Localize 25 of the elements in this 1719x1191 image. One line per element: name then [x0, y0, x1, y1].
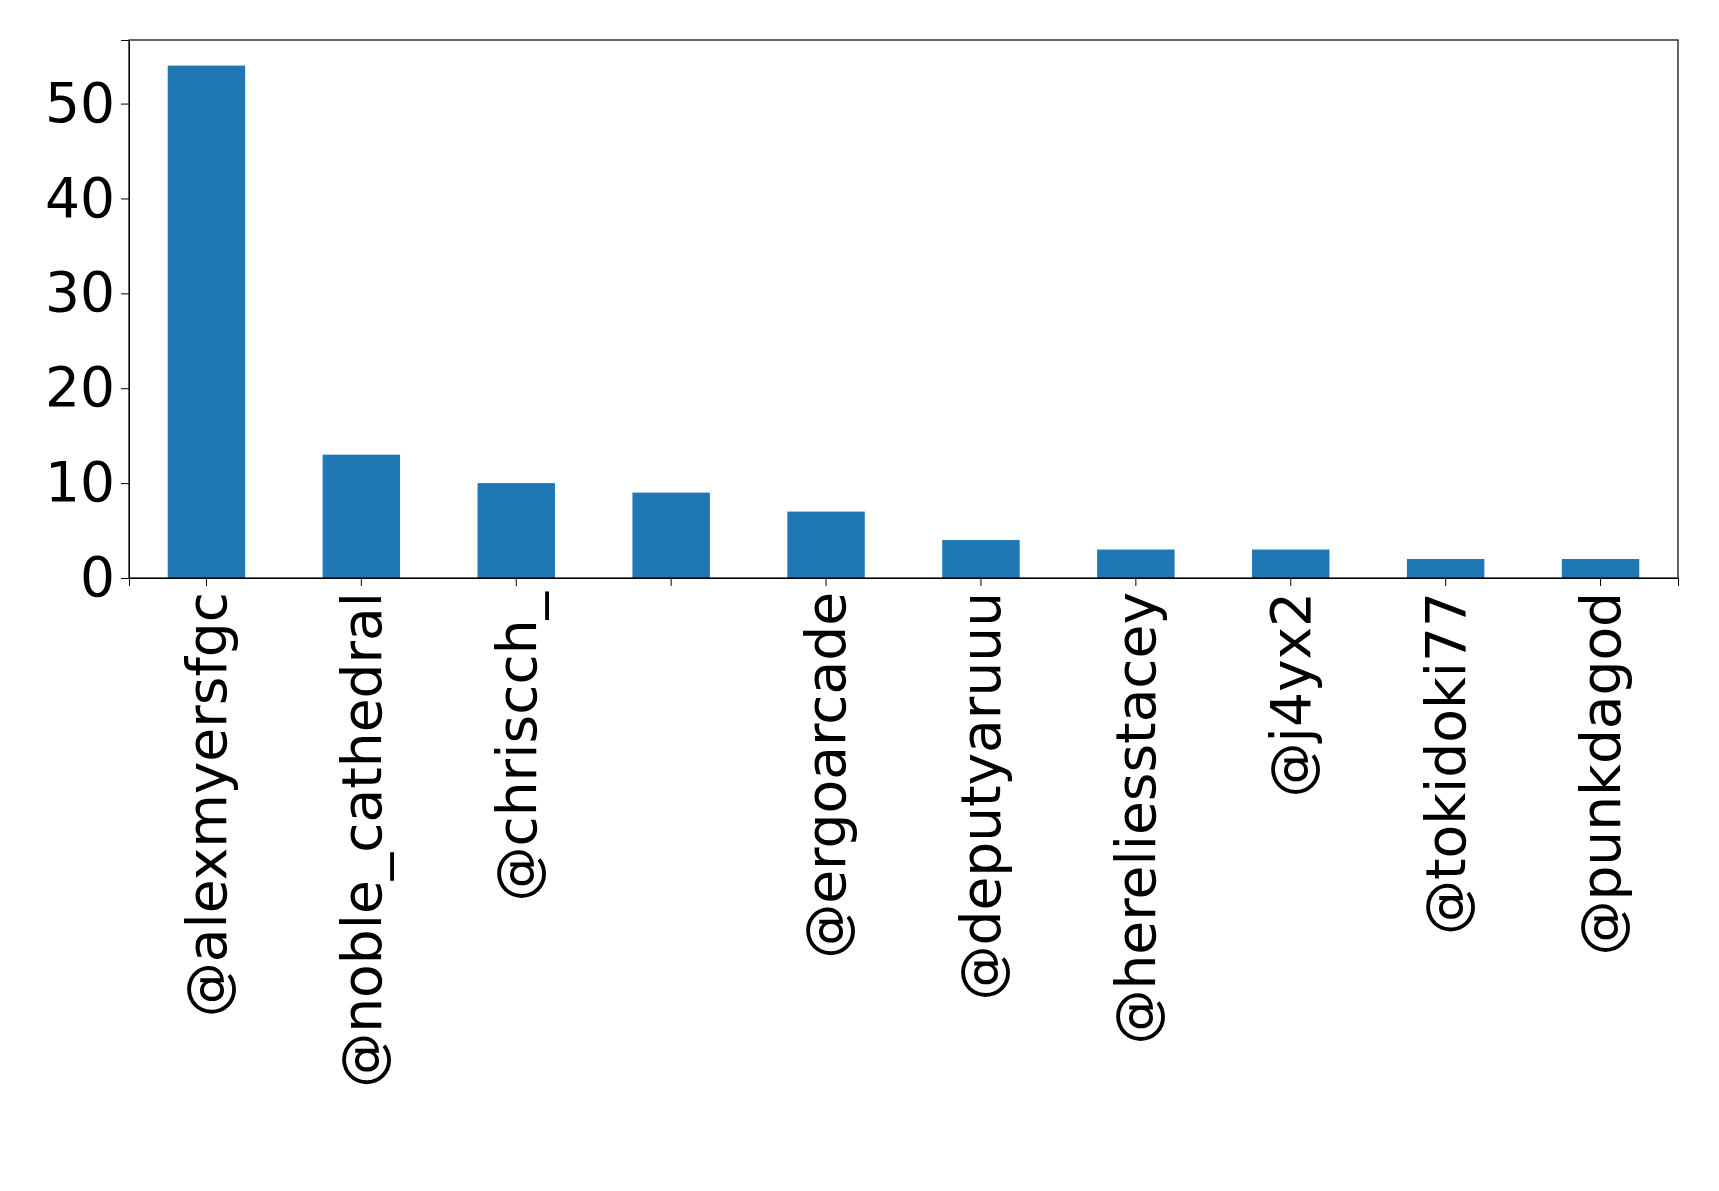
bar: [1252, 549, 1330, 578]
bar: [942, 540, 1020, 578]
x-tick-label: @ergoarcade: [794, 592, 859, 959]
bar: [1097, 549, 1175, 578]
x-tick-label: @j4yx2: [1259, 592, 1323, 798]
y-tick-label: 0: [80, 545, 115, 610]
bar: [477, 483, 555, 578]
y-tick-label: 40: [45, 165, 115, 230]
x-tick-label: @alexmyersfgc: [174, 592, 239, 1018]
bar: [1406, 559, 1485, 578]
y-tick-label: 20: [45, 355, 115, 420]
bar: [632, 492, 710, 578]
bar: [787, 511, 865, 578]
x-tick-label: @deputyaruuu: [949, 592, 1014, 1001]
bar: [1561, 559, 1640, 578]
x-tick-label: @punkdagod: [1568, 592, 1633, 956]
bar: [322, 454, 401, 578]
bar: [167, 65, 246, 578]
y-tick-label: 30: [45, 260, 115, 325]
x-tick-label: @tokidoki77: [1413, 592, 1478, 936]
x-tick-label: @noble_cathedral: [329, 592, 394, 1088]
y-tick-label: 10: [45, 450, 115, 515]
x-tick-label: @hereliesstacey: [1104, 592, 1169, 1045]
x-tick-label: @chriscch_: [484, 590, 549, 902]
y-tick-label: 50: [45, 70, 115, 135]
